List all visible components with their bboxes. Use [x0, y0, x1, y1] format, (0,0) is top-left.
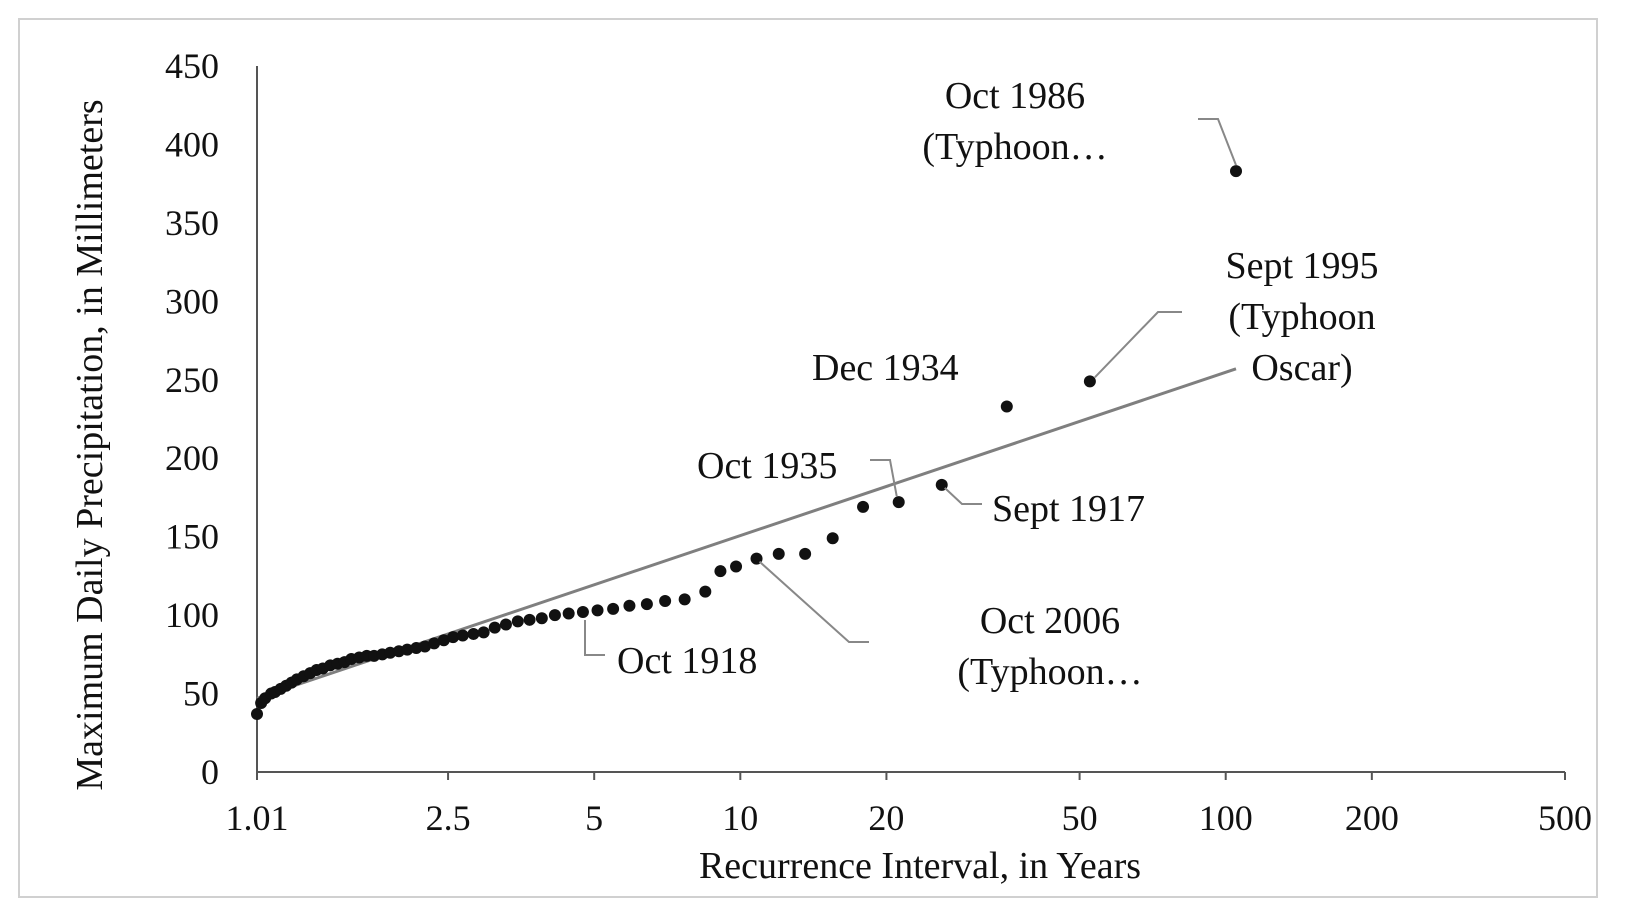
- y-axis-title: Maximum Daily Precipitation, in Millimet…: [69, 99, 111, 790]
- data-point: [699, 585, 712, 598]
- y-tick-label: 0: [201, 752, 219, 792]
- data-point: [576, 605, 589, 618]
- data-point: [437, 634, 450, 647]
- annotation-label: (Typhoon…: [957, 651, 1142, 693]
- y-tick-label: 400: [165, 124, 219, 164]
- data-point: [640, 598, 653, 611]
- annotation-leader: [758, 560, 869, 643]
- data-point: [1083, 375, 1096, 388]
- annotation-label: Oct 1935: [697, 445, 837, 487]
- x-tick-label: 1.01: [226, 798, 289, 838]
- data-point: [418, 640, 431, 653]
- annotation-label: (Typhoon…: [922, 126, 1107, 168]
- data-point: [730, 560, 743, 573]
- y-tick-label: 450: [165, 46, 219, 86]
- annotation-label: Sept 1917: [992, 488, 1145, 530]
- data-point: [456, 629, 469, 642]
- annotations: Oct 1986 (Typhoon… Sept 1995 (Typhoon Oscar)…: [617, 75, 1379, 693]
- y-tick-label: 100: [165, 595, 219, 635]
- x-tick-label: 2.5: [426, 798, 471, 838]
- x-axis-ticks: 1.01 2.5 5 10 20 50 100 200 500: [226, 772, 1592, 838]
- data-point: [799, 547, 812, 560]
- y-tick-label: 50: [183, 674, 219, 714]
- x-tick-label: 100: [1199, 798, 1253, 838]
- annotation-leader: [1094, 311, 1182, 379]
- data-point: [251, 707, 263, 720]
- y-axis-ticks: 0 50 100 150 200 250 300 350 400 450: [165, 46, 219, 792]
- data-point: [1000, 400, 1013, 413]
- data-point: [678, 593, 691, 606]
- y-tick-label: 250: [165, 360, 219, 400]
- data-point: [714, 565, 727, 578]
- x-tick-label: 10: [722, 798, 758, 838]
- data-point: [467, 627, 480, 640]
- y-tick-label: 200: [165, 438, 219, 478]
- annotation-label: Oscar): [1251, 347, 1352, 389]
- data-point: [857, 500, 870, 513]
- data-point: [488, 621, 501, 634]
- x-tick-label: 5: [585, 798, 603, 838]
- x-tick-label: 500: [1538, 798, 1592, 838]
- data-point: [659, 594, 672, 607]
- data-point: [447, 631, 460, 644]
- annotation-label: Sept 1995: [1225, 245, 1378, 287]
- annotation-label: Oct 2006: [980, 600, 1120, 642]
- data-point: [499, 618, 512, 631]
- data-point: [401, 643, 414, 656]
- annotation-label: (Typhoon: [1228, 296, 1375, 338]
- data-point: [548, 609, 561, 622]
- data-point: [591, 604, 604, 617]
- x-tick-label: 200: [1345, 798, 1399, 838]
- data-point: [535, 612, 548, 625]
- chart-frame: [18, 18, 1598, 898]
- annotation-leader: [1198, 118, 1237, 166]
- y-tick-label: 150: [165, 517, 219, 557]
- data-point: [428, 637, 441, 650]
- data-points: [251, 165, 1243, 720]
- annotation-leader: [870, 459, 898, 497]
- data-point: [826, 532, 839, 545]
- data-point: [772, 547, 785, 560]
- annotation-leaders: [584, 118, 1237, 656]
- data-point: [477, 626, 490, 639]
- annotation-leader: [584, 619, 605, 656]
- x-tick-label: 50: [1062, 798, 1098, 838]
- data-point: [511, 615, 524, 628]
- data-point: [892, 496, 905, 509]
- annotation-label: Oct 1918: [617, 640, 757, 682]
- data-point: [607, 602, 620, 615]
- x-tick-label: 20: [868, 798, 904, 838]
- annotation-leader: [944, 487, 982, 505]
- data-point: [623, 599, 636, 612]
- data-point: [523, 613, 536, 626]
- annotation-label: Oct 1986: [945, 75, 1085, 117]
- y-tick-label: 350: [165, 203, 219, 243]
- data-point: [562, 607, 575, 620]
- annotation-label: Dec 1934: [812, 347, 959, 389]
- x-axis-title: Recurrence Interval, in Years: [699, 845, 1141, 887]
- data-point: [1230, 165, 1243, 178]
- y-tick-label: 300: [165, 281, 219, 321]
